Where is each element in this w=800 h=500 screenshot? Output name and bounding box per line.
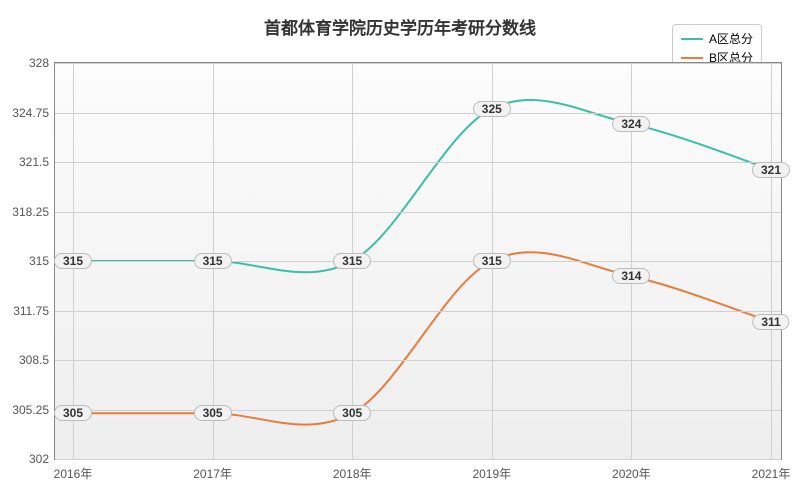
data-label: 324 — [612, 116, 650, 132]
data-label: 311 — [752, 314, 789, 330]
y-tick-label: 324.75 — [12, 106, 55, 120]
y-tick-label: 328 — [29, 56, 55, 70]
x-tick-label: 2021年 — [752, 459, 791, 482]
y-tick-label: 305.25 — [12, 403, 55, 417]
data-label: 315 — [194, 253, 232, 269]
grid-line-h — [55, 311, 781, 312]
data-label: 314 — [612, 268, 650, 284]
series-line-0 — [73, 100, 771, 272]
y-tick-label: 315 — [29, 254, 55, 268]
grid-line-h — [55, 261, 781, 262]
data-label: 321 — [752, 162, 790, 178]
y-tick-label: 302 — [29, 452, 55, 466]
grid-line-h — [55, 212, 781, 213]
chart-title: 首都体育学院历史学历年考研分数线 — [264, 14, 536, 39]
y-tick-label: 308.5 — [19, 353, 55, 367]
x-tick-label: 2017年 — [193, 459, 232, 482]
data-label: 315 — [473, 253, 511, 269]
grid-line-h — [55, 410, 781, 411]
series-line-1 — [73, 252, 771, 424]
grid-line-h — [55, 459, 781, 460]
y-tick-label: 318.25 — [12, 205, 55, 219]
legend-label-a: A区总分 — [709, 30, 753, 47]
grid-line-h — [55, 162, 781, 163]
grid-line-v — [771, 63, 772, 459]
data-label: 325 — [473, 101, 511, 117]
x-tick-label: 2016年 — [54, 459, 93, 482]
grid-line-h — [55, 63, 781, 64]
data-label: 305 — [194, 405, 232, 421]
chart-container: 首都体育学院历史学历年考研分数线 A区总分 B区总分 302305.25308.… — [0, 0, 800, 500]
x-tick-label: 2020年 — [612, 459, 651, 482]
legend-swatch-b — [681, 57, 703, 59]
data-label: 315 — [54, 253, 92, 269]
grid-line-h — [55, 113, 781, 114]
grid-line-h — [55, 360, 781, 361]
data-label: 305 — [333, 405, 371, 421]
legend-swatch-a — [681, 38, 703, 40]
data-label: 315 — [333, 253, 371, 269]
legend-item-a: A区总分 — [681, 30, 753, 47]
plot-area: 302305.25308.5311.75315318.25321.5324.75… — [54, 62, 782, 460]
x-tick-label: 2019年 — [472, 459, 511, 482]
x-tick-label: 2018年 — [333, 459, 372, 482]
y-tick-label: 321.5 — [19, 155, 55, 169]
y-tick-label: 311.75 — [13, 304, 55, 318]
data-label: 305 — [54, 405, 92, 421]
